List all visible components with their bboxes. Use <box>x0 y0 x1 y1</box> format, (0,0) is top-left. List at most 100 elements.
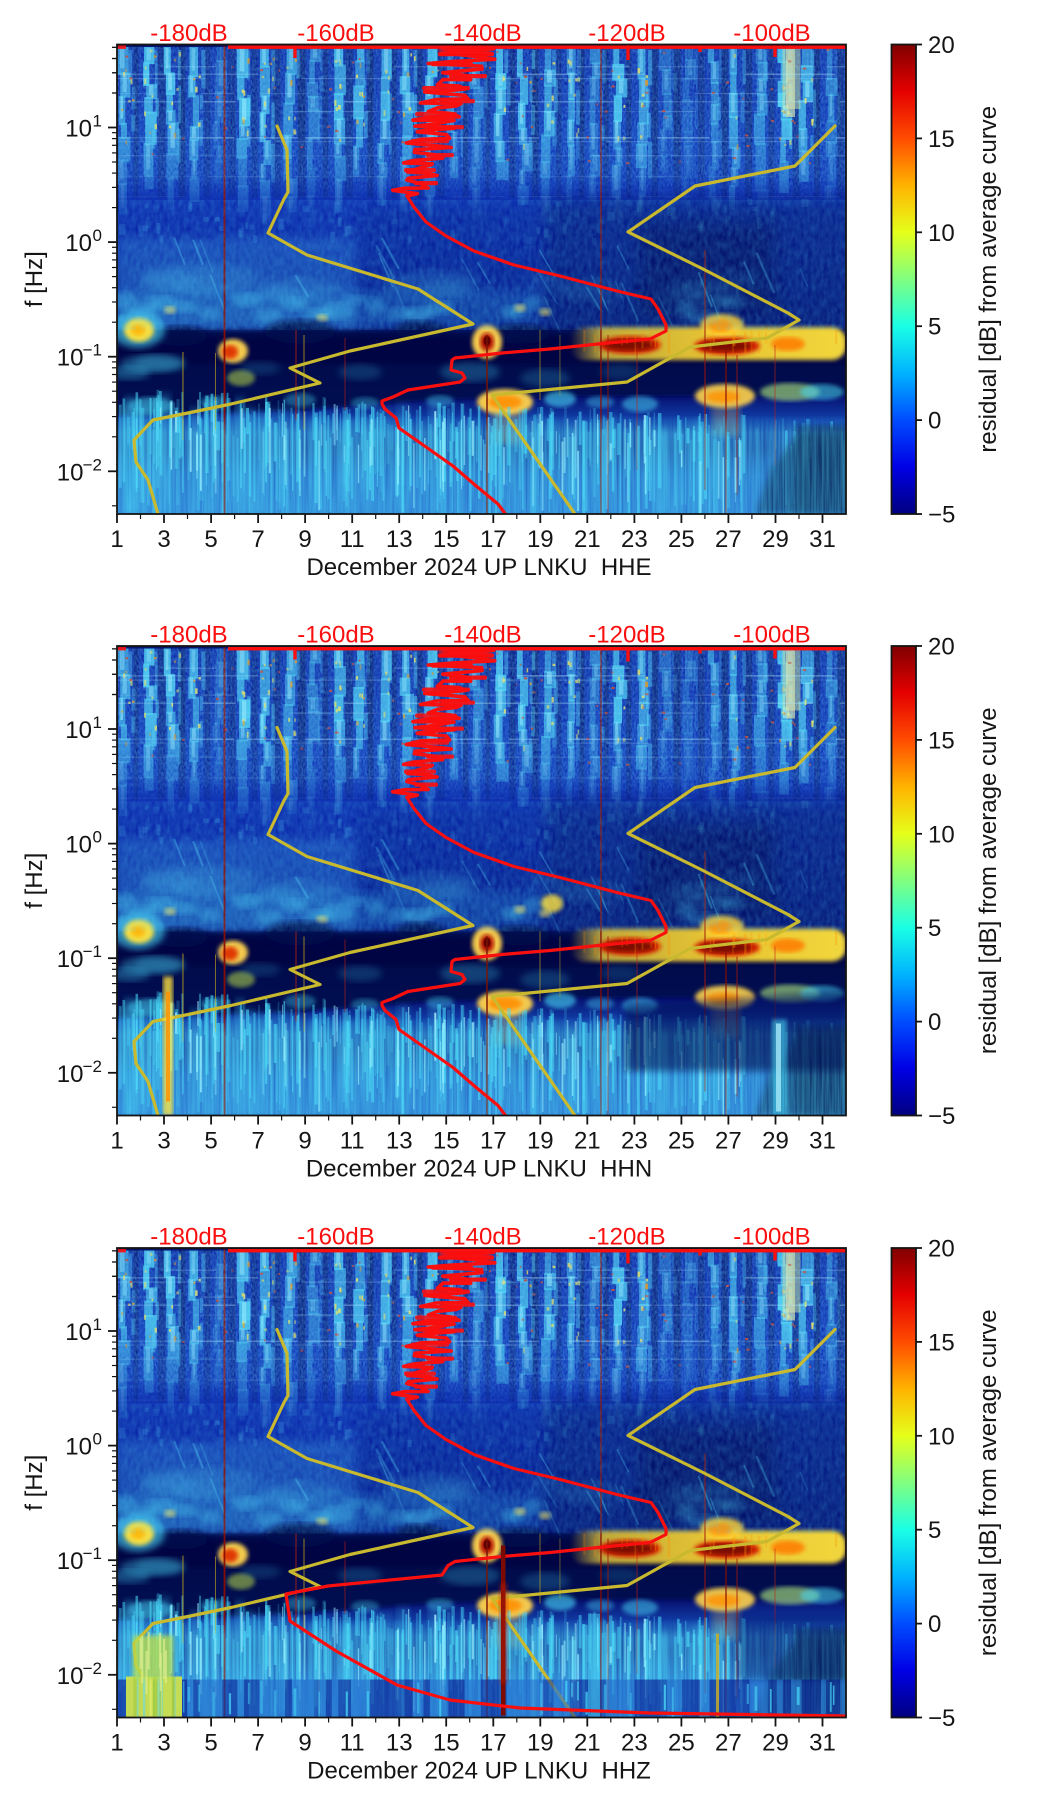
svg-text:0: 0 <box>928 408 941 435</box>
svg-text:10: 10 <box>57 946 84 973</box>
svg-text:27: 27 <box>715 1128 742 1155</box>
svg-text:−5: −5 <box>928 1705 955 1732</box>
svg-text:1: 1 <box>110 1730 123 1757</box>
svg-text:0: 0 <box>93 828 102 847</box>
svg-text:10: 10 <box>65 1319 92 1346</box>
svg-text:−2: −2 <box>83 1659 102 1678</box>
svg-text:3: 3 <box>157 1128 170 1155</box>
svg-text:10: 10 <box>57 1061 84 1088</box>
svg-text:17: 17 <box>480 526 507 553</box>
svg-text:7: 7 <box>251 1128 264 1155</box>
svg-text:-180dB: -180dB <box>150 20 227 47</box>
svg-text:3: 3 <box>157 1730 170 1757</box>
svg-text:31: 31 <box>809 1128 836 1155</box>
svg-text:11: 11 <box>340 526 365 553</box>
svg-text:10: 10 <box>65 116 92 143</box>
svg-text:−1: −1 <box>83 341 102 360</box>
svg-text:13: 13 <box>386 526 413 553</box>
svg-text:10: 10 <box>65 832 92 859</box>
svg-text:-100dB: -100dB <box>733 1224 810 1251</box>
svg-text:1: 1 <box>93 112 102 131</box>
svg-text:December 2024 UP LNKU HHE: December 2024 UP LNKU HHE <box>306 554 651 581</box>
svg-text:10: 10 <box>928 1423 955 1450</box>
svg-text:-100dB: -100dB <box>733 622 810 649</box>
svg-text:-180dB: -180dB <box>150 622 227 649</box>
svg-text:7: 7 <box>251 1730 264 1757</box>
svg-text:11: 11 <box>340 1730 365 1757</box>
svg-text:19: 19 <box>527 526 554 553</box>
svg-text:-120dB: -120dB <box>588 20 665 47</box>
svg-text:5: 5 <box>928 915 941 942</box>
svg-text:5: 5 <box>204 1128 217 1155</box>
svg-text:-140dB: -140dB <box>444 622 521 649</box>
svg-text:10: 10 <box>65 230 92 257</box>
svg-text:10: 10 <box>65 717 92 744</box>
svg-text:15: 15 <box>928 1329 955 1356</box>
svg-text:5: 5 <box>928 314 941 341</box>
svg-text:-180dB: -180dB <box>150 1224 227 1251</box>
svg-text:10: 10 <box>57 1663 84 1690</box>
svg-text:f [Hz]: f [Hz] <box>21 251 48 307</box>
svg-text:−2: −2 <box>83 455 102 474</box>
svg-text:10: 10 <box>57 1548 84 1575</box>
svg-text:1: 1 <box>110 526 123 553</box>
svg-text:0: 0 <box>93 226 102 245</box>
svg-text:17: 17 <box>480 1128 507 1155</box>
svg-text:-140dB: -140dB <box>444 20 521 47</box>
svg-text:3: 3 <box>157 526 170 553</box>
svg-text:21: 21 <box>574 526 601 553</box>
svg-text:20: 20 <box>928 1236 955 1263</box>
svg-text:21: 21 <box>574 1128 601 1155</box>
svg-text:11: 11 <box>340 1128 365 1155</box>
svg-text:29: 29 <box>762 1128 789 1155</box>
svg-text:31: 31 <box>809 526 836 553</box>
svg-text:-100dB: -100dB <box>733 20 810 47</box>
svg-text:15: 15 <box>433 1128 460 1155</box>
svg-text:9: 9 <box>298 526 311 553</box>
svg-text:13: 13 <box>386 1128 413 1155</box>
svg-text:5: 5 <box>204 1730 217 1757</box>
svg-text:9: 9 <box>298 1730 311 1757</box>
svg-text:0: 0 <box>928 1009 941 1036</box>
svg-text:residual [dB] from average cur: residual [dB] from average curve <box>975 106 1002 453</box>
svg-text:31: 31 <box>809 1730 836 1757</box>
svg-text:23: 23 <box>621 1128 648 1155</box>
svg-text:13: 13 <box>386 1730 413 1757</box>
svg-text:29: 29 <box>762 526 789 553</box>
svg-text:f [Hz]: f [Hz] <box>21 1455 48 1511</box>
svg-text:15: 15 <box>433 1730 460 1757</box>
svg-text:15: 15 <box>928 727 955 754</box>
svg-text:10: 10 <box>57 345 84 372</box>
svg-text:25: 25 <box>668 1128 695 1155</box>
svg-text:-160dB: -160dB <box>297 622 374 649</box>
svg-text:5: 5 <box>204 526 217 553</box>
svg-text:21: 21 <box>574 1730 601 1757</box>
svg-text:0: 0 <box>93 1430 102 1449</box>
svg-text:10: 10 <box>65 1434 92 1461</box>
svg-text:19: 19 <box>527 1128 554 1155</box>
svg-text:23: 23 <box>621 1730 648 1757</box>
svg-text:1: 1 <box>110 1128 123 1155</box>
svg-text:December 2024 UP LNKU HHZ: December 2024 UP LNKU HHZ <box>307 1758 651 1785</box>
svg-text:15: 15 <box>433 526 460 553</box>
svg-text:-160dB: -160dB <box>297 1224 374 1251</box>
svg-text:9: 9 <box>298 1128 311 1155</box>
svg-text:−5: −5 <box>928 502 955 529</box>
svg-text:−1: −1 <box>83 942 102 961</box>
svg-text:20: 20 <box>928 634 955 661</box>
svg-text:10: 10 <box>57 459 84 486</box>
svg-text:-140dB: -140dB <box>444 1224 521 1251</box>
svg-text:25: 25 <box>668 526 695 553</box>
svg-text:20: 20 <box>928 32 955 59</box>
svg-text:0: 0 <box>928 1611 941 1638</box>
svg-text:7: 7 <box>251 526 264 553</box>
svg-text:−2: −2 <box>83 1057 102 1076</box>
svg-text:-120dB: -120dB <box>588 1224 665 1251</box>
svg-text:−5: −5 <box>928 1103 955 1130</box>
svg-text:1: 1 <box>93 1315 102 1334</box>
svg-text:5: 5 <box>928 1517 941 1544</box>
svg-text:1: 1 <box>93 713 102 732</box>
svg-text:residual [dB] from average cur: residual [dB] from average curve <box>975 707 1002 1054</box>
svg-text:-120dB: -120dB <box>588 622 665 649</box>
svg-text:23: 23 <box>621 526 648 553</box>
